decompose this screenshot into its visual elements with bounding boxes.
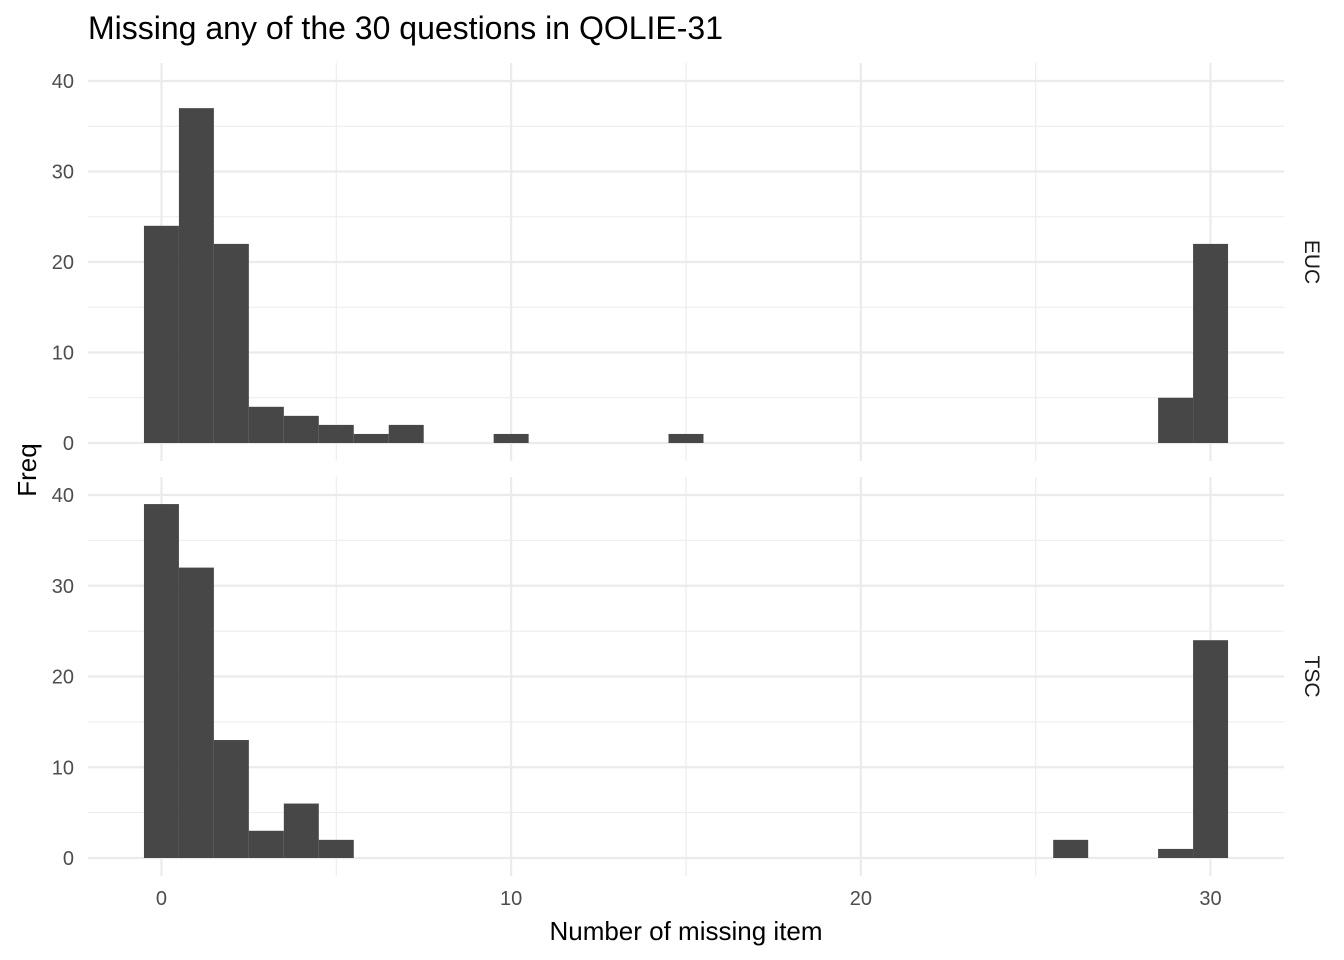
- y-tick-label: 20: [52, 252, 74, 274]
- x-axis-label: Number of missing item: [549, 916, 822, 946]
- facet-strip-label: EUC: [1300, 240, 1323, 284]
- y-tick-label: 30: [52, 576, 74, 598]
- histogram-bar: [388, 424, 424, 443]
- histogram-bar: [353, 433, 389, 443]
- x-tick-label: 10: [500, 888, 522, 910]
- histogram-bar: [1193, 640, 1229, 858]
- y-tick-label: 0: [63, 848, 74, 870]
- x-tick-label: 30: [1199, 888, 1221, 910]
- y-tick-label: 20: [52, 667, 74, 689]
- histogram-bar: [178, 567, 214, 858]
- histogram-bar: [283, 415, 319, 443]
- histogram-bar: [318, 424, 354, 443]
- histogram-bar: [1193, 243, 1229, 443]
- facet-panel-tsc: 0 10 20 30 40 TSC: [52, 477, 1323, 876]
- histogram-bar: [178, 108, 214, 444]
- y-tick-label: 0: [63, 433, 74, 455]
- histogram-bar: [213, 740, 249, 858]
- histogram-bar: [668, 433, 704, 443]
- histogram-bar: [248, 406, 284, 443]
- y-tick-label: 10: [52, 757, 74, 779]
- histogram-bar: [283, 803, 319, 858]
- facet-panel-euc: 0 10 20 30 40 EUC: [52, 63, 1323, 461]
- histogram-bar: [318, 839, 354, 858]
- histogram-bar: [1053, 839, 1089, 858]
- y-tick-label: 30: [52, 162, 74, 184]
- histogram-bar: [248, 830, 284, 858]
- y-axis-label: Freq: [12, 443, 42, 496]
- histogram-bar: [1158, 397, 1194, 443]
- chart-title: Missing any of the 30 questions in QOLIE…: [88, 10, 723, 46]
- histogram-bar: [143, 504, 179, 858]
- y-tick-label: 10: [52, 343, 74, 365]
- histogram-bar: [493, 433, 529, 443]
- facet-strip-label: TSC: [1300, 656, 1323, 698]
- y-tick-label: 40: [52, 485, 74, 507]
- facet-panels: 0 10 20 30 40 EUC 0 10 20 30 40 TSC 0 10 20 30: [52, 63, 1323, 910]
- histogram-bar: [1158, 848, 1194, 858]
- y-tick-label: 40: [52, 71, 74, 93]
- histogram-bar: [143, 225, 179, 443]
- x-tick-label: 0: [156, 888, 167, 910]
- histogram-bar: [213, 243, 249, 443]
- x-tick-label: 20: [850, 888, 872, 910]
